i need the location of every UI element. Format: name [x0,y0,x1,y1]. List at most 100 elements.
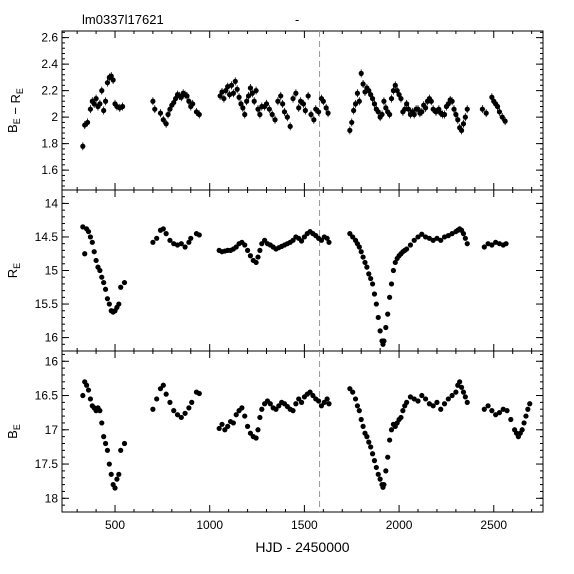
data-point [383,324,389,331]
data-point [167,237,173,243]
data-point [154,396,160,402]
data-point [236,94,242,100]
data-point [521,420,527,426]
data-point [116,301,122,307]
y-tick-label: 16.5 [35,389,59,403]
data-point [449,98,455,104]
x-tick-label: 2500 [480,518,507,532]
data-point [460,121,467,127]
data-point [302,107,308,114]
data-point [112,485,118,491]
data-point [398,414,404,421]
data-point [296,105,302,111]
data-point [101,279,107,286]
data-point [221,95,227,102]
data-point [453,111,459,118]
y-tick-label: 17.5 [35,457,59,471]
data-point [266,106,272,112]
data-point [350,389,356,395]
data-point [188,235,194,241]
data-point [253,435,259,441]
data-point [457,379,463,385]
data-point [233,412,239,418]
data-point [347,127,353,133]
data-point [108,73,114,79]
data-point [358,70,364,76]
data-point [360,254,366,260]
data-point [481,406,487,412]
data-point [110,77,116,83]
data-point [358,416,364,423]
data-point [366,88,372,94]
data-point [400,408,406,414]
data-point [483,110,489,116]
data-point [255,254,261,260]
data-point [398,95,404,102]
data-point [394,88,400,94]
data-point [152,106,158,112]
data-point [269,111,275,118]
data-point [255,427,261,433]
panel-frame [61,350,544,513]
data-point [381,481,387,488]
data-point [99,274,105,280]
data-point [445,101,451,107]
data-point [434,399,440,405]
data-point [392,259,398,266]
data-point [82,251,88,257]
data-point [216,425,222,432]
data-point [364,434,370,440]
data-point [163,231,169,237]
y-tick-label: 17 [45,423,59,437]
y-axis-title: BE − RE [5,88,25,133]
data-point [287,123,293,129]
data-point [315,109,322,115]
data-point [441,401,448,407]
data-point [318,403,325,409]
data-point [396,92,402,98]
data-point [377,476,383,482]
data-point [373,301,379,307]
data-point [519,427,525,433]
x-tick-label: 1000 [196,518,223,532]
data-point [411,111,417,118]
y-tick-label: 14.5 [35,230,59,244]
data-point [101,434,107,440]
data-point [217,93,223,99]
data-point [502,118,508,124]
data-point [352,396,359,402]
data-point [178,414,184,421]
data-point [371,101,378,107]
data-point [407,242,414,248]
data-point [171,99,177,106]
data-point [428,98,434,104]
data-point [242,242,248,248]
data-point [160,117,166,123]
data-point [160,226,166,232]
data-point [242,111,248,118]
data-point [101,107,107,114]
data-point [464,399,470,405]
data-point [244,98,250,104]
data-point [411,237,417,243]
object-id-label: lm0337l17621 [82,12,164,27]
data-point [280,101,286,107]
data-point [178,94,184,100]
data-point [247,85,254,91]
data-point [438,406,444,412]
panel-middle: 14 14.5 15 15.5 16 RE [5,189,544,352]
data-point [234,86,240,92]
data-point [404,246,410,252]
data-point [240,105,246,111]
data-point [419,109,425,115]
data-point [281,109,288,115]
x-tick-label: 2000 [386,518,413,532]
data-point [263,101,270,107]
data-point [390,267,396,274]
y-tick-label: 1.8 [41,137,58,151]
y-tick-label: 16 [45,331,59,345]
data-point [186,98,192,104]
data-point [347,386,353,392]
data-point [451,106,457,112]
data-point [441,111,448,118]
